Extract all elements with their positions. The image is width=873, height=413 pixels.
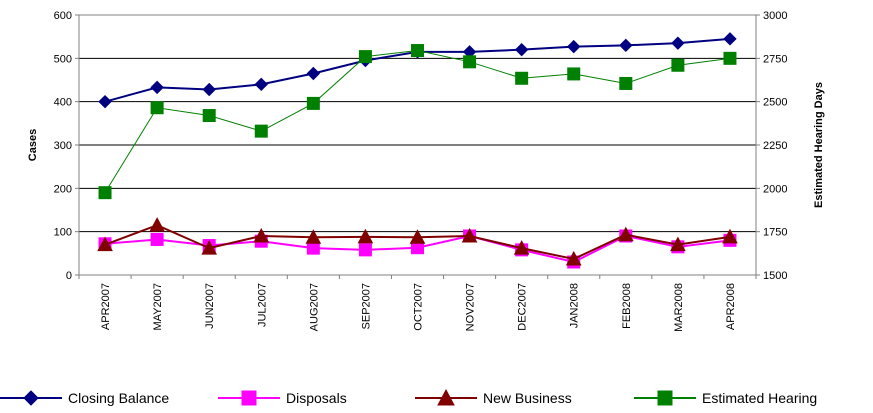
x-tick-label: AUG2007 xyxy=(308,283,320,331)
y-axis-title: Cases xyxy=(27,129,39,161)
y-tick-label: 600 xyxy=(54,10,72,22)
data-point xyxy=(723,51,737,65)
legend-label: Estimated Hearing xyxy=(702,390,817,406)
data-point xyxy=(149,217,165,232)
data-point xyxy=(617,226,634,242)
x-tick-label: MAR2008 xyxy=(673,283,685,332)
data-point xyxy=(722,228,738,244)
x-tick-label: APR2008 xyxy=(725,283,737,330)
y-tick-label: 300 xyxy=(54,140,72,152)
legend-marker xyxy=(657,390,673,406)
data-point xyxy=(150,101,164,115)
data-point xyxy=(306,66,321,81)
series-group xyxy=(97,32,738,269)
data-point xyxy=(150,80,164,95)
data-point xyxy=(357,228,374,244)
y2-tick-label: 2250 xyxy=(763,140,787,152)
legend: Closing Balance Disposals New Business Esti… xyxy=(0,388,817,406)
right-axis-ticks: 1500 1750 2000 2250 2500 2750 3000 xyxy=(756,10,787,282)
x-tick-label: JAN2008 xyxy=(569,283,581,328)
data-point xyxy=(305,229,322,244)
x-tick-label: NOV2007 xyxy=(465,283,477,331)
data-point xyxy=(567,39,581,54)
y2-tick-label: 3000 xyxy=(763,10,787,22)
y2-tick-label: 2750 xyxy=(763,53,787,65)
data-point xyxy=(670,236,686,252)
data-point xyxy=(514,42,529,57)
data-point xyxy=(411,44,424,58)
data-point xyxy=(671,58,685,72)
data-point xyxy=(253,227,270,243)
legend-label: Closing Balance xyxy=(68,390,169,406)
data-point xyxy=(619,76,633,90)
data-point xyxy=(567,67,581,81)
legend-marker xyxy=(241,390,257,406)
data-point xyxy=(358,50,372,64)
left-axis-ticks: 0 100 200 300 400 500 600 xyxy=(54,10,79,282)
legend-label: New Business xyxy=(483,390,572,406)
legend-label: Disposals xyxy=(286,390,347,406)
legend-item: Closing Balance xyxy=(0,390,169,406)
y2-tick-label: 2500 xyxy=(763,97,787,109)
data-point xyxy=(515,71,529,85)
data-point xyxy=(98,186,112,200)
x-tick-label: DEC2007 xyxy=(517,283,529,331)
data-point xyxy=(254,124,268,138)
data-point xyxy=(98,94,112,109)
data-point xyxy=(254,77,268,92)
x-tick-label: OCT2007 xyxy=(413,283,425,331)
legend-item: Estimated Hearing xyxy=(634,390,817,406)
data-point xyxy=(358,243,372,257)
x-tick-label: SEP2007 xyxy=(360,283,372,329)
x-tick-label: MAY2007 xyxy=(152,283,164,331)
data-point xyxy=(565,250,582,266)
data-point xyxy=(409,229,426,244)
data-point xyxy=(306,241,320,255)
data-point xyxy=(97,236,113,252)
y-tick-label: 400 xyxy=(54,97,72,109)
data-point xyxy=(671,36,685,50)
legend-item: New Business xyxy=(415,388,572,406)
y-tick-label: 500 xyxy=(54,53,72,65)
data-point xyxy=(723,32,737,46)
x-tick-label: FEB2008 xyxy=(621,283,633,329)
series-new-business xyxy=(97,217,738,266)
legend-marker xyxy=(23,390,39,406)
data-point xyxy=(619,38,633,53)
data-point xyxy=(513,240,530,255)
y-tick-label: 100 xyxy=(54,227,72,239)
x-axis-ticks: APR2007 MAY2007 JUN2007 JUL2007 AUG2007 SEP20… xyxy=(78,275,757,332)
legend-item: Disposals xyxy=(218,390,347,406)
data-point xyxy=(202,82,216,97)
series-line xyxy=(104,50,731,193)
y-tick-label: 0 xyxy=(66,270,72,282)
y2-tick-label: 2000 xyxy=(763,183,787,195)
y2-axis-title: Estimated Hearing Days xyxy=(813,82,825,208)
data-point xyxy=(461,227,478,243)
data-point xyxy=(463,55,477,69)
y2-tick-label: 1500 xyxy=(763,270,787,282)
x-tick-label: APR2007 xyxy=(100,283,112,330)
data-point xyxy=(306,96,320,110)
data-point xyxy=(150,232,164,246)
series-estimated-hearing xyxy=(98,44,737,200)
data-point xyxy=(201,240,218,255)
y2-tick-label: 1750 xyxy=(763,227,787,239)
y-tick-label: 200 xyxy=(54,183,72,195)
data-point xyxy=(202,109,216,123)
legend-marker xyxy=(437,388,455,406)
x-tick-label: JUL2007 xyxy=(256,283,268,327)
x-tick-label: JUN2007 xyxy=(204,283,216,329)
